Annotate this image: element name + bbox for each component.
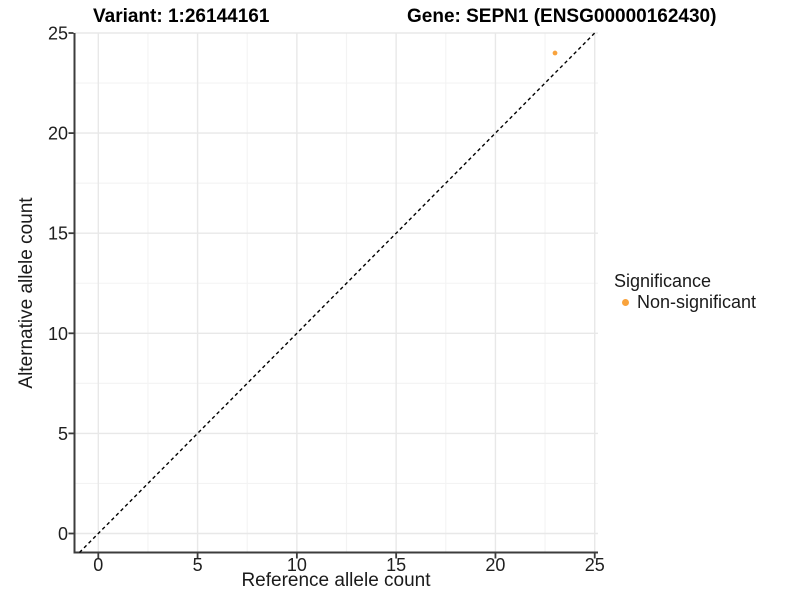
x-tick-label: 0 — [93, 555, 103, 575]
x-tick-label: 10 — [287, 555, 307, 575]
legend-item-label: Non-significant — [637, 292, 757, 312]
x-axis-title: Reference allele count — [241, 570, 431, 591]
x-tick-label: 25 — [585, 555, 605, 575]
x-tick-label: 5 — [193, 555, 203, 575]
y-tick-label: 5 — [58, 424, 68, 444]
y-tick-label: 20 — [48, 124, 68, 144]
y-axis-title: Alternative allele count — [16, 197, 37, 389]
y-tick-label: 10 — [48, 324, 68, 344]
y-tick-label: 0 — [58, 524, 68, 544]
y-tick-label: 25 — [48, 24, 68, 44]
legend: Significance Non-significant — [614, 271, 756, 313]
legend-item: Non-significant — [614, 292, 756, 313]
y-tick-label: 15 — [48, 224, 68, 244]
x-tick-label: 20 — [485, 555, 505, 575]
variant-title: Variant: 1:26144161 — [93, 6, 270, 27]
legend-title: Significance — [614, 271, 712, 291]
identity-dashed-line — [78, 32, 596, 553]
data-point — [552, 50, 558, 56]
legend-point-icon — [622, 299, 629, 306]
x-tick-label: 15 — [386, 555, 406, 575]
gene-title: Gene: SEPN1 (ENSG00000162430) — [407, 6, 717, 27]
